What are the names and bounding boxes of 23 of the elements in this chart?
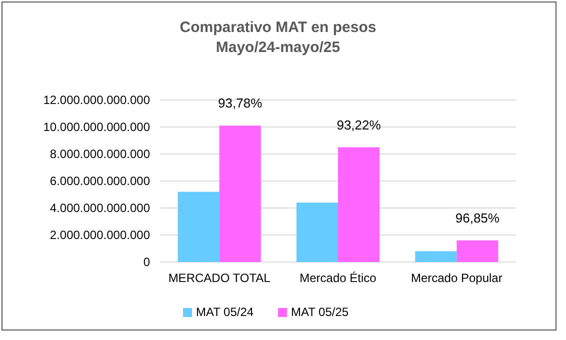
- y-tick-label: 12.000.000.000.000: [43, 93, 150, 108]
- x-tick-label: Mercado Ético: [300, 271, 377, 285]
- bar: [415, 251, 457, 262]
- legend-label: MAT 05/24: [196, 305, 254, 320]
- bar: [296, 202, 338, 262]
- bar: [338, 147, 380, 262]
- chart-title: Comparativo MAT en pesos: [180, 19, 376, 36]
- y-tick-label: 10.000.000.000.000: [43, 120, 150, 134]
- annotation: 93,78%: [218, 96, 263, 111]
- bar: [219, 126, 261, 262]
- chart-subtitle: Mayo/24-mayo/25: [216, 39, 340, 56]
- x-tick-label: Mercado Popular: [410, 271, 502, 285]
- y-tick-label: 6.000.000.000.000: [50, 174, 150, 188]
- y-tick-label: 0: [143, 255, 150, 270]
- annotation: 96,85%: [455, 210, 500, 226]
- y-tick-label: 4.000.000.000.000: [50, 201, 150, 216]
- y-tick-label: 2.000.000.000.000: [50, 228, 150, 242]
- y-tick-label: 8.000.000.000.000: [50, 147, 150, 162]
- bar: [456, 240, 498, 262]
- legend-label: MAT 05/25: [291, 305, 349, 320]
- annotation: 93,22%: [336, 117, 382, 132]
- bar: [178, 192, 220, 262]
- x-tick-label: MERCADO TOTAL: [168, 271, 271, 285]
